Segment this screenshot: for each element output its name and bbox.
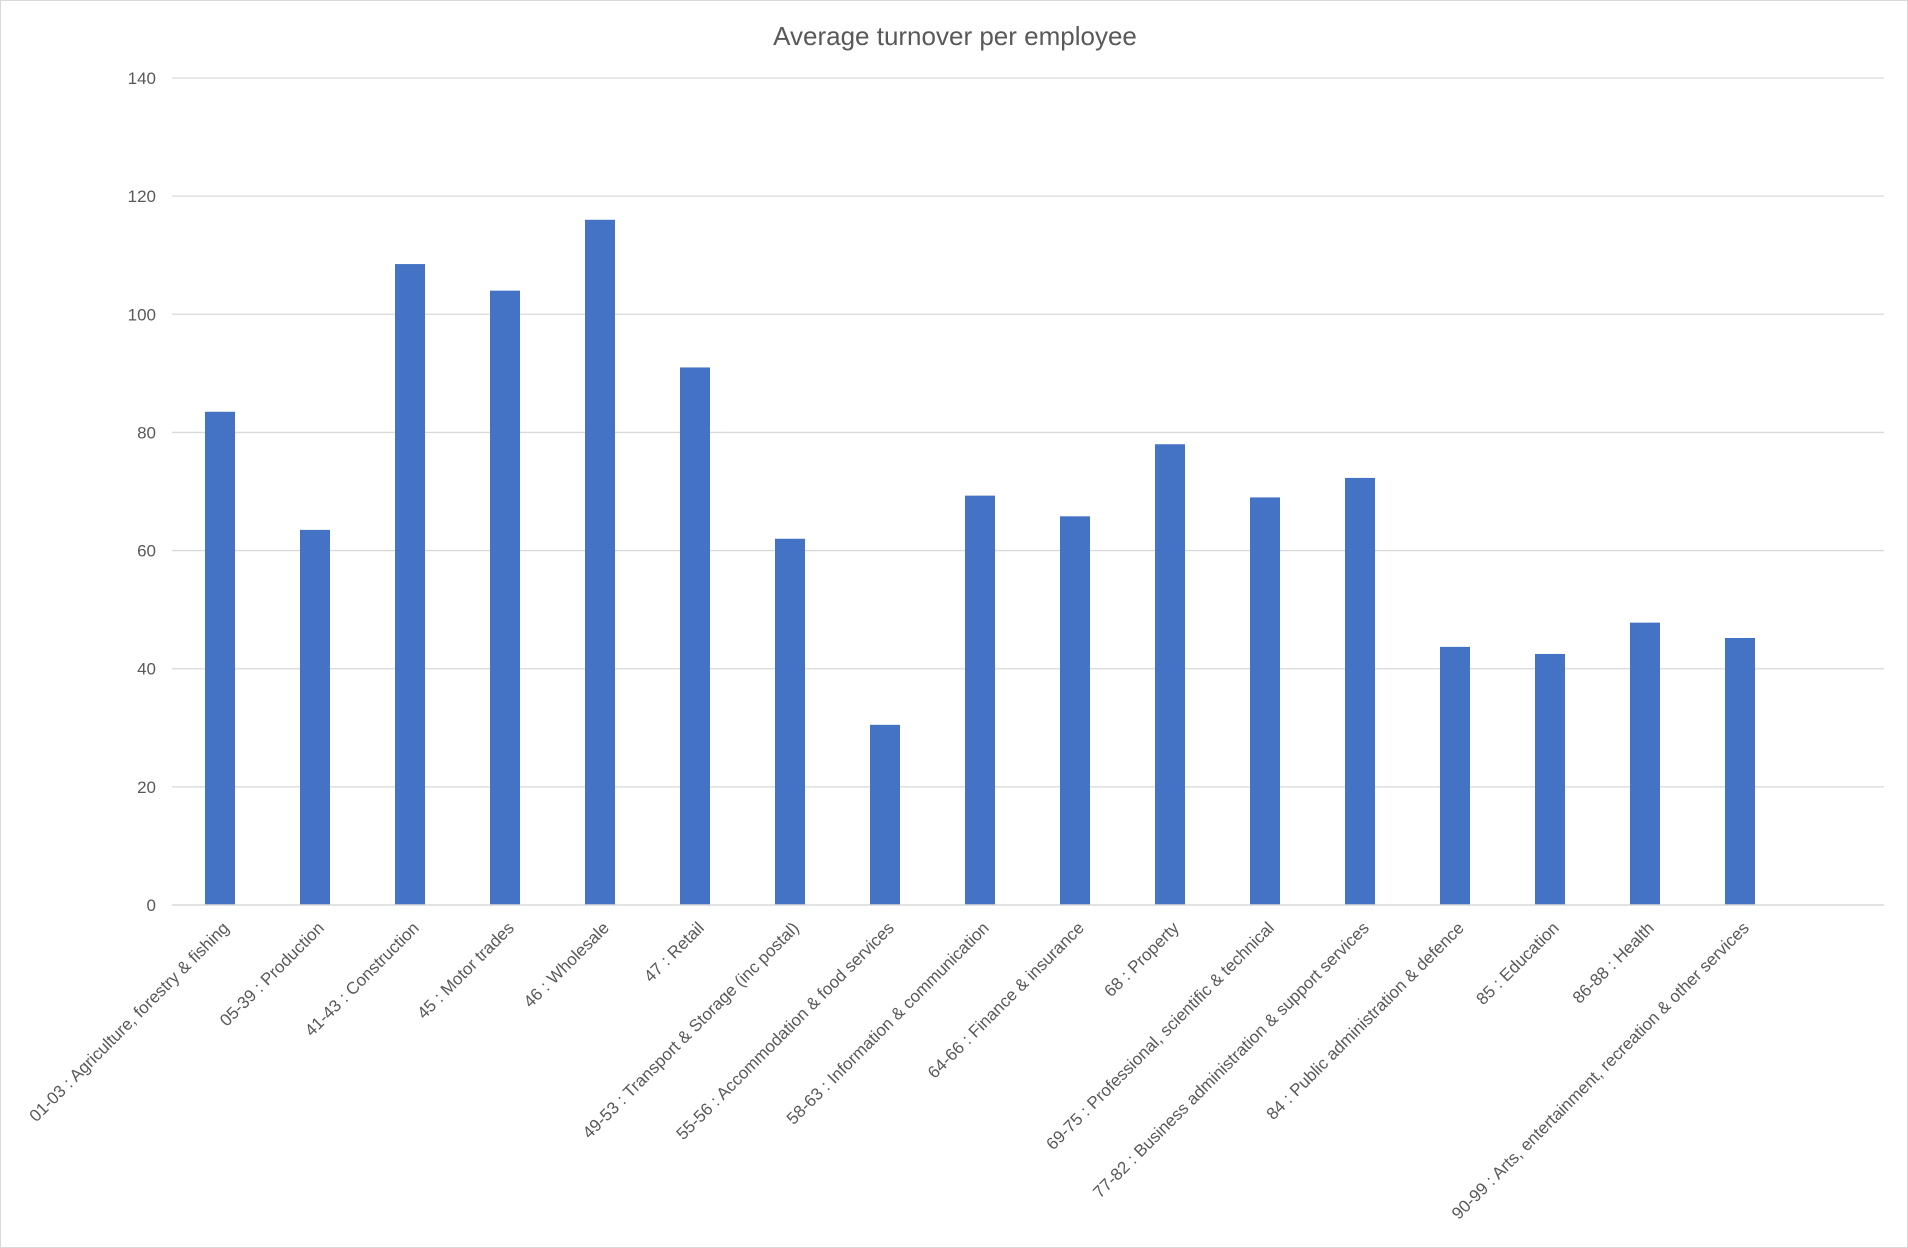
x-tick-label: 85 : Education bbox=[1473, 918, 1563, 1008]
y-tick-label: 60 bbox=[137, 542, 156, 561]
bar bbox=[1345, 477, 1375, 905]
bar bbox=[1060, 516, 1090, 905]
x-tick-label: 46 : Wholesale bbox=[520, 918, 613, 1011]
x-tick-label: 58-63 : Information & communication bbox=[783, 918, 993, 1128]
bar bbox=[490, 290, 520, 906]
bar bbox=[300, 529, 330, 905]
bar bbox=[1630, 622, 1660, 905]
x-tick-label: 45 : Motor trades bbox=[414, 918, 518, 1022]
bar bbox=[1250, 497, 1280, 905]
bar bbox=[395, 264, 425, 905]
y-tick-label: 140 bbox=[128, 69, 156, 88]
bar bbox=[205, 411, 235, 905]
x-tick-label: 68 : Property bbox=[1101, 918, 1184, 1001]
bar bbox=[585, 219, 615, 905]
x-tick-label: 47 : Retail bbox=[640, 918, 708, 986]
chart-title: Average turnover per employee bbox=[773, 21, 1137, 51]
bar bbox=[775, 538, 805, 905]
x-tick-label: 84 : Public administration & defence bbox=[1263, 918, 1468, 1123]
bar bbox=[965, 495, 995, 905]
bar bbox=[1725, 637, 1755, 905]
y-tick-label: 100 bbox=[128, 305, 156, 324]
bar bbox=[1440, 646, 1470, 905]
x-tick-label: 01-03 : Agriculture, forestry & fishing bbox=[26, 918, 233, 1125]
y-tick-label: 120 bbox=[128, 187, 156, 206]
y-axis-ticks: 0 20 40 60 80 100 120 140 bbox=[128, 69, 156, 915]
x-tick-label: 64-66 : Finance & insurance bbox=[924, 918, 1088, 1082]
x-axis-ticks: 01-03 : Agriculture, forestry & fishing0… bbox=[26, 918, 1753, 1223]
y-tick-label: 0 bbox=[147, 896, 156, 915]
bar bbox=[680, 367, 710, 905]
x-tick-label: 05-39 : Production bbox=[216, 918, 328, 1030]
y-tick-label: 20 bbox=[137, 778, 156, 797]
gridlines bbox=[172, 77, 1884, 788]
x-tick-label: 86-88 : Health bbox=[1569, 918, 1658, 1007]
y-tick-label: 80 bbox=[137, 423, 156, 442]
x-tick-label: 49-53 : Transport & Storage (inc postal) bbox=[579, 918, 803, 1142]
x-tick-label: 55-56 : Accommodation & food services bbox=[673, 918, 898, 1143]
y-tick-label: 40 bbox=[137, 660, 156, 679]
bar bbox=[1535, 653, 1565, 905]
bars bbox=[205, 219, 1755, 906]
bar bbox=[870, 724, 900, 905]
bar bbox=[1155, 444, 1185, 905]
